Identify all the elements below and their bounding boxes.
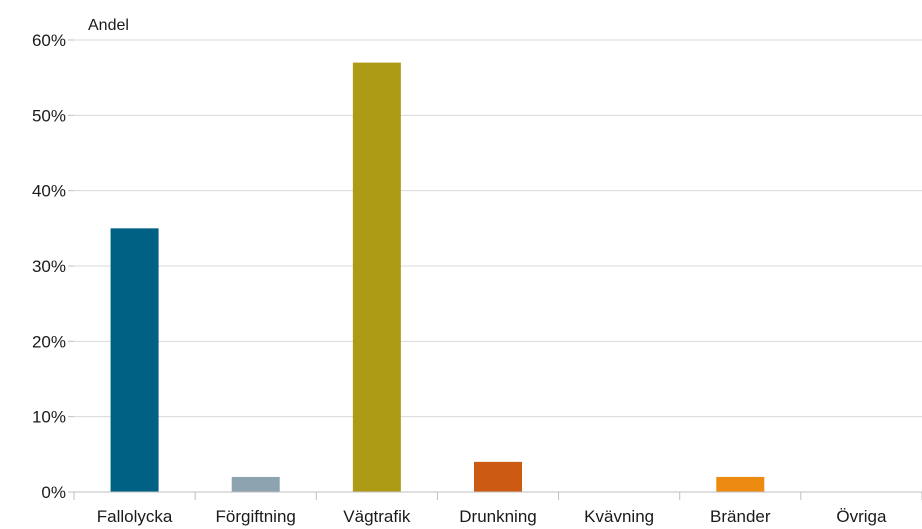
x-tick-label: Kvävning [584, 507, 654, 526]
y-tick-label: 60% [32, 31, 66, 50]
x-tick-label: Förgiftning [216, 507, 296, 526]
x-tick-label: Övriga [836, 507, 887, 526]
bar-bränder [716, 476, 765, 492]
x-tick-label: Fallolycka [97, 507, 173, 526]
y-tick-label: 20% [32, 332, 66, 351]
bar-förgiftning [231, 476, 280, 492]
bar-fallolycka [110, 228, 159, 493]
x-tick-label: Vägtrafik [343, 507, 411, 526]
y-axis-label: Andel [88, 17, 129, 34]
y-tick-label: 30% [32, 257, 66, 276]
y-axis-ticks: 0% 10% 20% 30% 40% 50% 60% [32, 31, 74, 502]
x-tick-label: Drunkning [459, 507, 537, 526]
y-tick-label: 50% [32, 106, 66, 125]
x-axis-ticks: Fallolycka Förgiftning Vägtrafik Drunkning K… [73, 492, 922, 526]
x-tick-label: Bränder [710, 507, 771, 526]
y-tick-label: 0% [41, 483, 66, 502]
gridlines [74, 39, 922, 418]
y-tick-label: 40% [32, 182, 66, 201]
bars [110, 62, 765, 493]
y-tick-label: 10% [32, 408, 66, 427]
bar-drunkning [474, 461, 522, 492]
bar-vägtrafik [352, 62, 401, 492]
